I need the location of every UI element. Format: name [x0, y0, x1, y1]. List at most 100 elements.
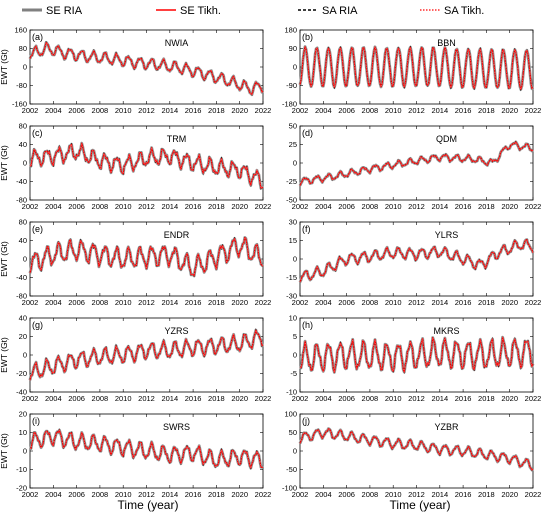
x-tick-label: 2016 — [185, 394, 202, 403]
y-tick-label: 40 — [19, 236, 27, 245]
panel-tag: (j) — [302, 416, 310, 426]
panel-title: TRM — [167, 134, 187, 144]
x-tick-label: 2012 — [408, 298, 425, 307]
x-tick-label: 2004 — [315, 490, 332, 499]
x-tick-label: 2022 — [525, 106, 542, 115]
x-tick-label: 2004 — [45, 202, 62, 211]
panel-tag: (d) — [302, 128, 313, 138]
series-se-tikh — [29, 142, 264, 189]
x-tick-label: 2020 — [231, 202, 248, 211]
x-tick-label: 2020 — [501, 490, 518, 499]
x-tick-label: 2008 — [92, 106, 109, 115]
legend-item: SA Tikh. — [420, 5, 484, 17]
y-tick-label: 5 — [293, 332, 297, 341]
x-tick-label: 2008 — [92, 298, 109, 307]
legend: SE RIA SE Tikh. SA RIA SA Tikh. — [22, 5, 484, 17]
x-tick-label: 2018 — [208, 106, 225, 115]
y-tick-label: -50 — [286, 196, 297, 205]
series-sa-tikh — [299, 239, 534, 283]
x-tick-label: 2016 — [185, 202, 202, 211]
y-tick-label: -40 — [16, 177, 27, 186]
x-tick-label: 2010 — [115, 106, 132, 115]
x-tick-label: 2014 — [431, 106, 448, 115]
x-tick-label: 2018 — [478, 490, 495, 499]
y-tick-label: 0 — [23, 351, 27, 360]
x-tick-label: 2002 — [22, 202, 39, 211]
x-tick-label: 2018 — [208, 394, 225, 403]
plot-frame — [29, 413, 264, 489]
legend-label: SE RIA — [46, 5, 83, 17]
x-tick-label: 2008 — [92, 202, 109, 211]
y-tick-label: 0 — [23, 159, 27, 168]
series-se-tikh — [29, 41, 264, 96]
y-tick-label: -160 — [12, 100, 27, 109]
panel-tag: (g) — [32, 320, 43, 330]
x-axis-label-left: Time (year) — [118, 498, 179, 512]
x-tick-label: 2002 — [22, 298, 39, 307]
y-tick-label: -5 — [290, 369, 297, 378]
x-tick-label: 2014 — [431, 394, 448, 403]
x-tick-label: 2010 — [115, 490, 132, 499]
x-tick-label: 2006 — [68, 394, 85, 403]
y-tick-label: 10 — [289, 314, 297, 323]
y-tick-label: 80 — [19, 122, 27, 131]
y-axis-label: EWT (Gt) — [0, 337, 9, 373]
x-tick-label: 2012 — [138, 490, 155, 499]
x-tick-label: 2008 — [92, 490, 109, 499]
y-tick-label: 40 — [19, 314, 27, 323]
x-tick-label: 2018 — [478, 202, 495, 211]
x-tick-label: 2008 — [362, 490, 379, 499]
series-se-ria — [28, 236, 265, 278]
y-tick-label: 80 — [19, 218, 27, 227]
y-tick-label: -50 — [286, 465, 297, 474]
x-tick-label: 2016 — [455, 490, 472, 499]
y-tick-label: 160 — [14, 26, 27, 35]
panel-trm: 2002 2004 2006 2008 2010 2012 2014 2016 2018 2020… — [0, 122, 271, 212]
legend-label: SA Tikh. — [444, 5, 484, 17]
x-tick-label: 2012 — [408, 106, 425, 115]
panel-title: ENDR — [164, 230, 190, 240]
y-tick-label: 0 — [293, 63, 297, 72]
x-tick-label: 2012 — [408, 394, 425, 403]
panels: 2002 2004 2006 2008 2010 2012 2014 2016 2018 2020… — [0, 26, 541, 500]
x-tick-label: 2006 — [338, 490, 355, 499]
x-tick-label: 2014 — [431, 298, 448, 307]
y-axis-label: EWT (Gt) — [0, 433, 9, 469]
x-tick-label: 2012 — [138, 106, 155, 115]
y-axis-label: EWT (Gt) — [0, 49, 9, 85]
x-axis-label-right: Time (year) — [390, 498, 451, 512]
y-tick-label: 0 — [23, 63, 27, 72]
x-tick-label: 2022 — [525, 298, 542, 307]
x-tick-label: 2010 — [385, 106, 402, 115]
y-axis-label: EWT (Gt) — [0, 241, 9, 277]
x-tick-label: 2006 — [338, 394, 355, 403]
series-se-ria — [298, 238, 535, 283]
plot-frame — [299, 317, 534, 393]
y-tick-label: 0 — [293, 159, 297, 168]
series-se-tikh — [299, 141, 534, 186]
x-tick-label: 2012 — [138, 202, 155, 211]
y-tick-label: -40 — [16, 388, 27, 397]
y-tick-label: 20 — [19, 332, 27, 341]
x-tick-label: 2012 — [138, 298, 155, 307]
y-tick-label: -20 — [16, 484, 27, 493]
panel-title: BBN — [437, 38, 456, 48]
series-se-ria — [29, 428, 264, 470]
y-tick-label: -10 — [16, 465, 27, 474]
x-tick-label: 2022 — [525, 394, 542, 403]
y-tick-label: -80 — [16, 81, 27, 90]
series-sa-tikh — [299, 141, 534, 186]
x-tick-label: 2004 — [45, 490, 62, 499]
y-tick-label: 100 — [284, 410, 297, 419]
series-sa-tikh — [299, 45, 534, 91]
x-tick-label: 2010 — [115, 394, 132, 403]
x-tick-label: 2010 — [385, 394, 402, 403]
x-tick-label: 2022 — [255, 490, 272, 499]
panel-title: NWIA — [165, 38, 189, 48]
x-tick-label: 2020 — [501, 298, 518, 307]
y-tick-label: 90 — [289, 44, 297, 53]
x-tick-label: 2018 — [478, 298, 495, 307]
x-tick-label: 2008 — [92, 394, 109, 403]
y-tick-label: -80 — [16, 292, 27, 301]
panel-tag: (c) — [32, 128, 43, 138]
